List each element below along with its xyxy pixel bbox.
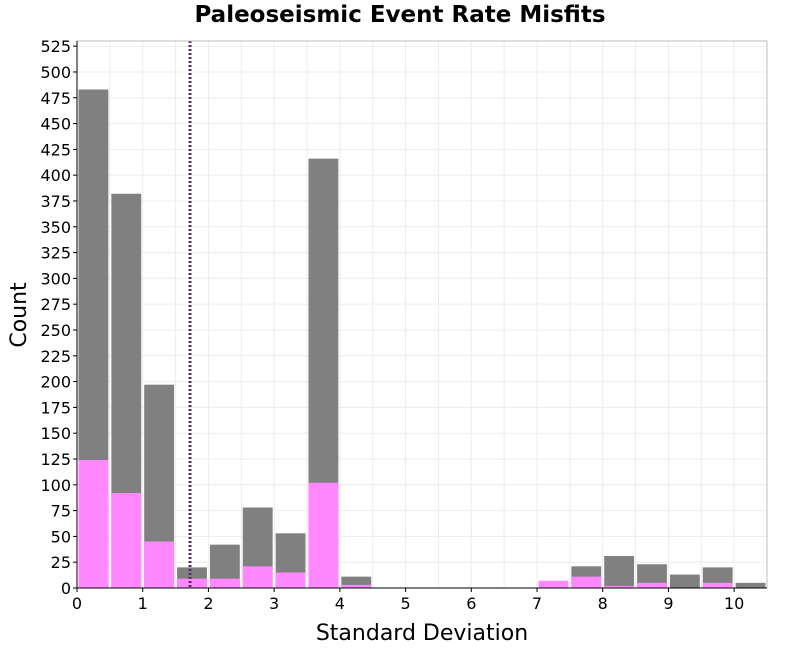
bar-series-1 <box>637 564 667 588</box>
y-tick-label: 500 <box>40 63 71 82</box>
bar-series-2 <box>177 578 207 588</box>
plot-area: 0255075100125150175200225250275300325350… <box>40 37 768 613</box>
bar-series-2 <box>308 482 339 588</box>
bar-series-2 <box>571 576 602 588</box>
y-tick-label: 100 <box>40 476 71 495</box>
y-tick-label: 75 <box>51 502 71 521</box>
x-tick-label: 1 <box>138 594 148 613</box>
bar-series-1 <box>735 582 766 588</box>
x-tick-label: 10 <box>724 594 744 613</box>
y-tick-label: 375 <box>40 192 71 211</box>
y-tick-label: 200 <box>40 373 71 392</box>
y-tick-label: 150 <box>40 424 71 443</box>
y-tick-label: 50 <box>51 527 71 546</box>
x-tick-label: 4 <box>335 594 345 613</box>
y-tick-label: 0 <box>61 579 71 598</box>
bar-series-2 <box>111 493 142 588</box>
plot-background <box>77 41 767 588</box>
chart-title: Paleoseismic Event Rate Misfits <box>194 2 605 28</box>
y-tick-label: 450 <box>40 115 71 134</box>
bar-series-2 <box>209 578 240 588</box>
y-tick-label: 475 <box>40 89 71 108</box>
y-tick-label: 175 <box>40 398 71 417</box>
x-tick-label: 3 <box>269 594 279 613</box>
y-tick-label: 350 <box>40 218 71 237</box>
bar-series-2 <box>242 566 273 588</box>
bar-series-2 <box>144 541 175 588</box>
x-tick-label: 9 <box>663 594 673 613</box>
bar-series-1 <box>341 576 372 588</box>
y-tick-label: 400 <box>40 166 71 185</box>
y-tick-label: 25 <box>51 553 71 572</box>
x-tick-label: 6 <box>466 594 476 613</box>
bar-series-2 <box>275 572 306 588</box>
y-tick-label: 325 <box>40 244 71 263</box>
y-tick-label: 300 <box>40 269 71 288</box>
x-tick-label: 7 <box>532 594 542 613</box>
bar-series-2 <box>78 460 109 588</box>
x-axis-label: Standard Deviation <box>316 621 528 646</box>
y-axis-label: Count <box>7 282 32 348</box>
bar-series-2 <box>604 585 635 588</box>
x-tick-label: 8 <box>598 594 608 613</box>
bar-series-2 <box>341 584 372 588</box>
x-tick-label: 2 <box>203 594 213 613</box>
bar-series-1 <box>669 574 700 588</box>
y-tick-label: 250 <box>40 321 71 340</box>
y-tick-label: 525 <box>40 37 71 56</box>
x-tick-label: 5 <box>400 594 410 613</box>
y-tick-label: 425 <box>40 140 71 159</box>
bar-series-2 <box>637 582 667 588</box>
y-tick-label: 275 <box>40 295 71 314</box>
bar-series-2 <box>702 582 733 588</box>
bar-series-2 <box>538 580 569 588</box>
x-tick-label: 0 <box>72 594 82 613</box>
bar-series-1 <box>604 556 635 588</box>
y-tick-label: 225 <box>40 347 71 366</box>
y-tick-label: 125 <box>40 450 71 469</box>
